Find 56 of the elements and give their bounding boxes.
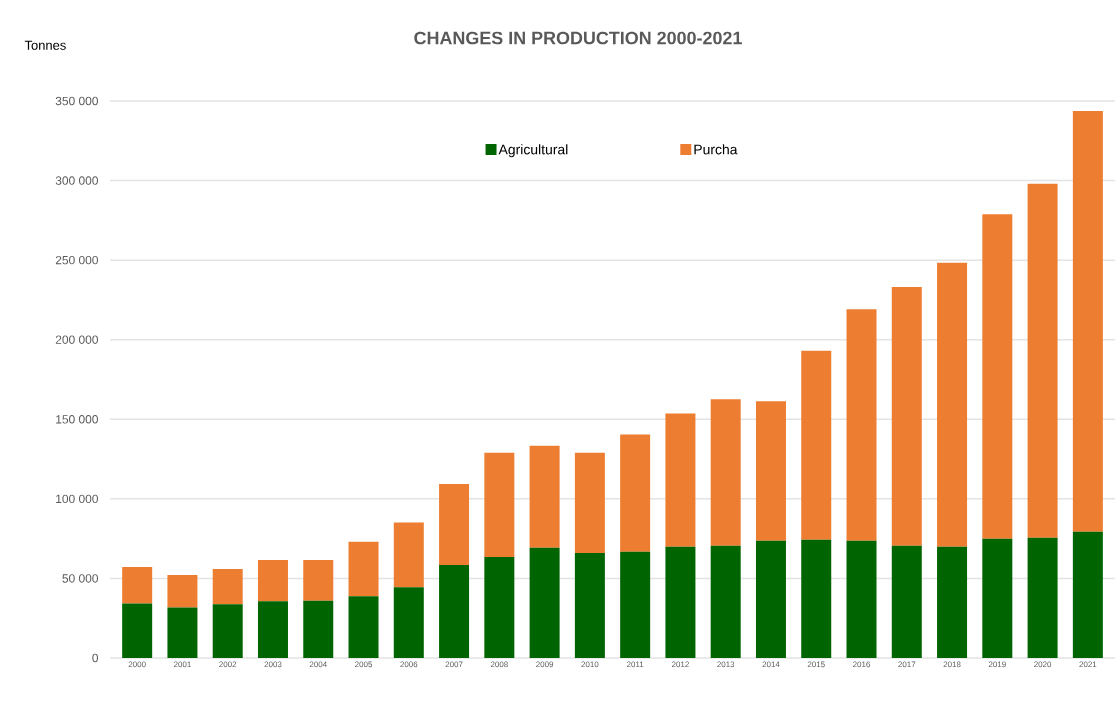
y-tick-label: 250 000 [55, 255, 98, 265]
bar [1027, 183, 1058, 538]
y-tick-label: 200 000 [55, 335, 98, 344]
bar [846, 309, 877, 541]
bar [303, 559, 334, 601]
bar [1072, 531, 1103, 658]
bar [574, 552, 605, 658]
bar [484, 556, 515, 658]
bar [665, 546, 696, 658]
bar [755, 401, 786, 541]
bar [1072, 111, 1103, 532]
y-tick-label: 300 000 [55, 176, 98, 185]
bar [212, 604, 243, 658]
bar [710, 545, 741, 658]
bar [439, 484, 470, 566]
bar [393, 587, 424, 658]
legend-label: Agricultural [498, 144, 568, 158]
bar [484, 452, 515, 557]
bar [846, 540, 877, 658]
bar [167, 575, 198, 608]
bar [167, 607, 198, 658]
bar [439, 565, 470, 658]
bar [574, 452, 605, 553]
bar [937, 262, 968, 547]
bar [257, 559, 288, 602]
bar [891, 286, 922, 546]
bar [620, 551, 651, 658]
y-tick-label: 0 [92, 653, 99, 663]
bar [303, 600, 334, 658]
chart-title: CHANGES IN PRODUCTION 2000-2021 [414, 31, 742, 45]
bar [937, 546, 968, 658]
bar [122, 603, 153, 658]
bar [891, 545, 922, 658]
y-axis-title: Tonnes [24, 40, 66, 50]
y-tick-label: 50 000 [62, 574, 98, 583]
bar [755, 540, 786, 658]
bar [529, 547, 560, 658]
y-tick-label: 100 000 [56, 494, 98, 504]
bar [122, 566, 153, 604]
bar [348, 541, 379, 597]
bar [801, 539, 832, 658]
y-tick-label: 150 000 [56, 415, 98, 424]
bar [212, 569, 243, 605]
bar [1027, 537, 1058, 658]
bar [620, 434, 651, 552]
bar [393, 522, 424, 588]
legend-label: Purcha [694, 144, 738, 155]
bar [710, 399, 741, 546]
bar [348, 596, 379, 658]
bar [982, 538, 1013, 658]
bar [665, 413, 696, 547]
bar [257, 601, 288, 658]
bar [982, 214, 1013, 539]
bar [529, 445, 560, 548]
y-tick-label: 350 000 [55, 96, 98, 106]
bar [801, 350, 832, 540]
